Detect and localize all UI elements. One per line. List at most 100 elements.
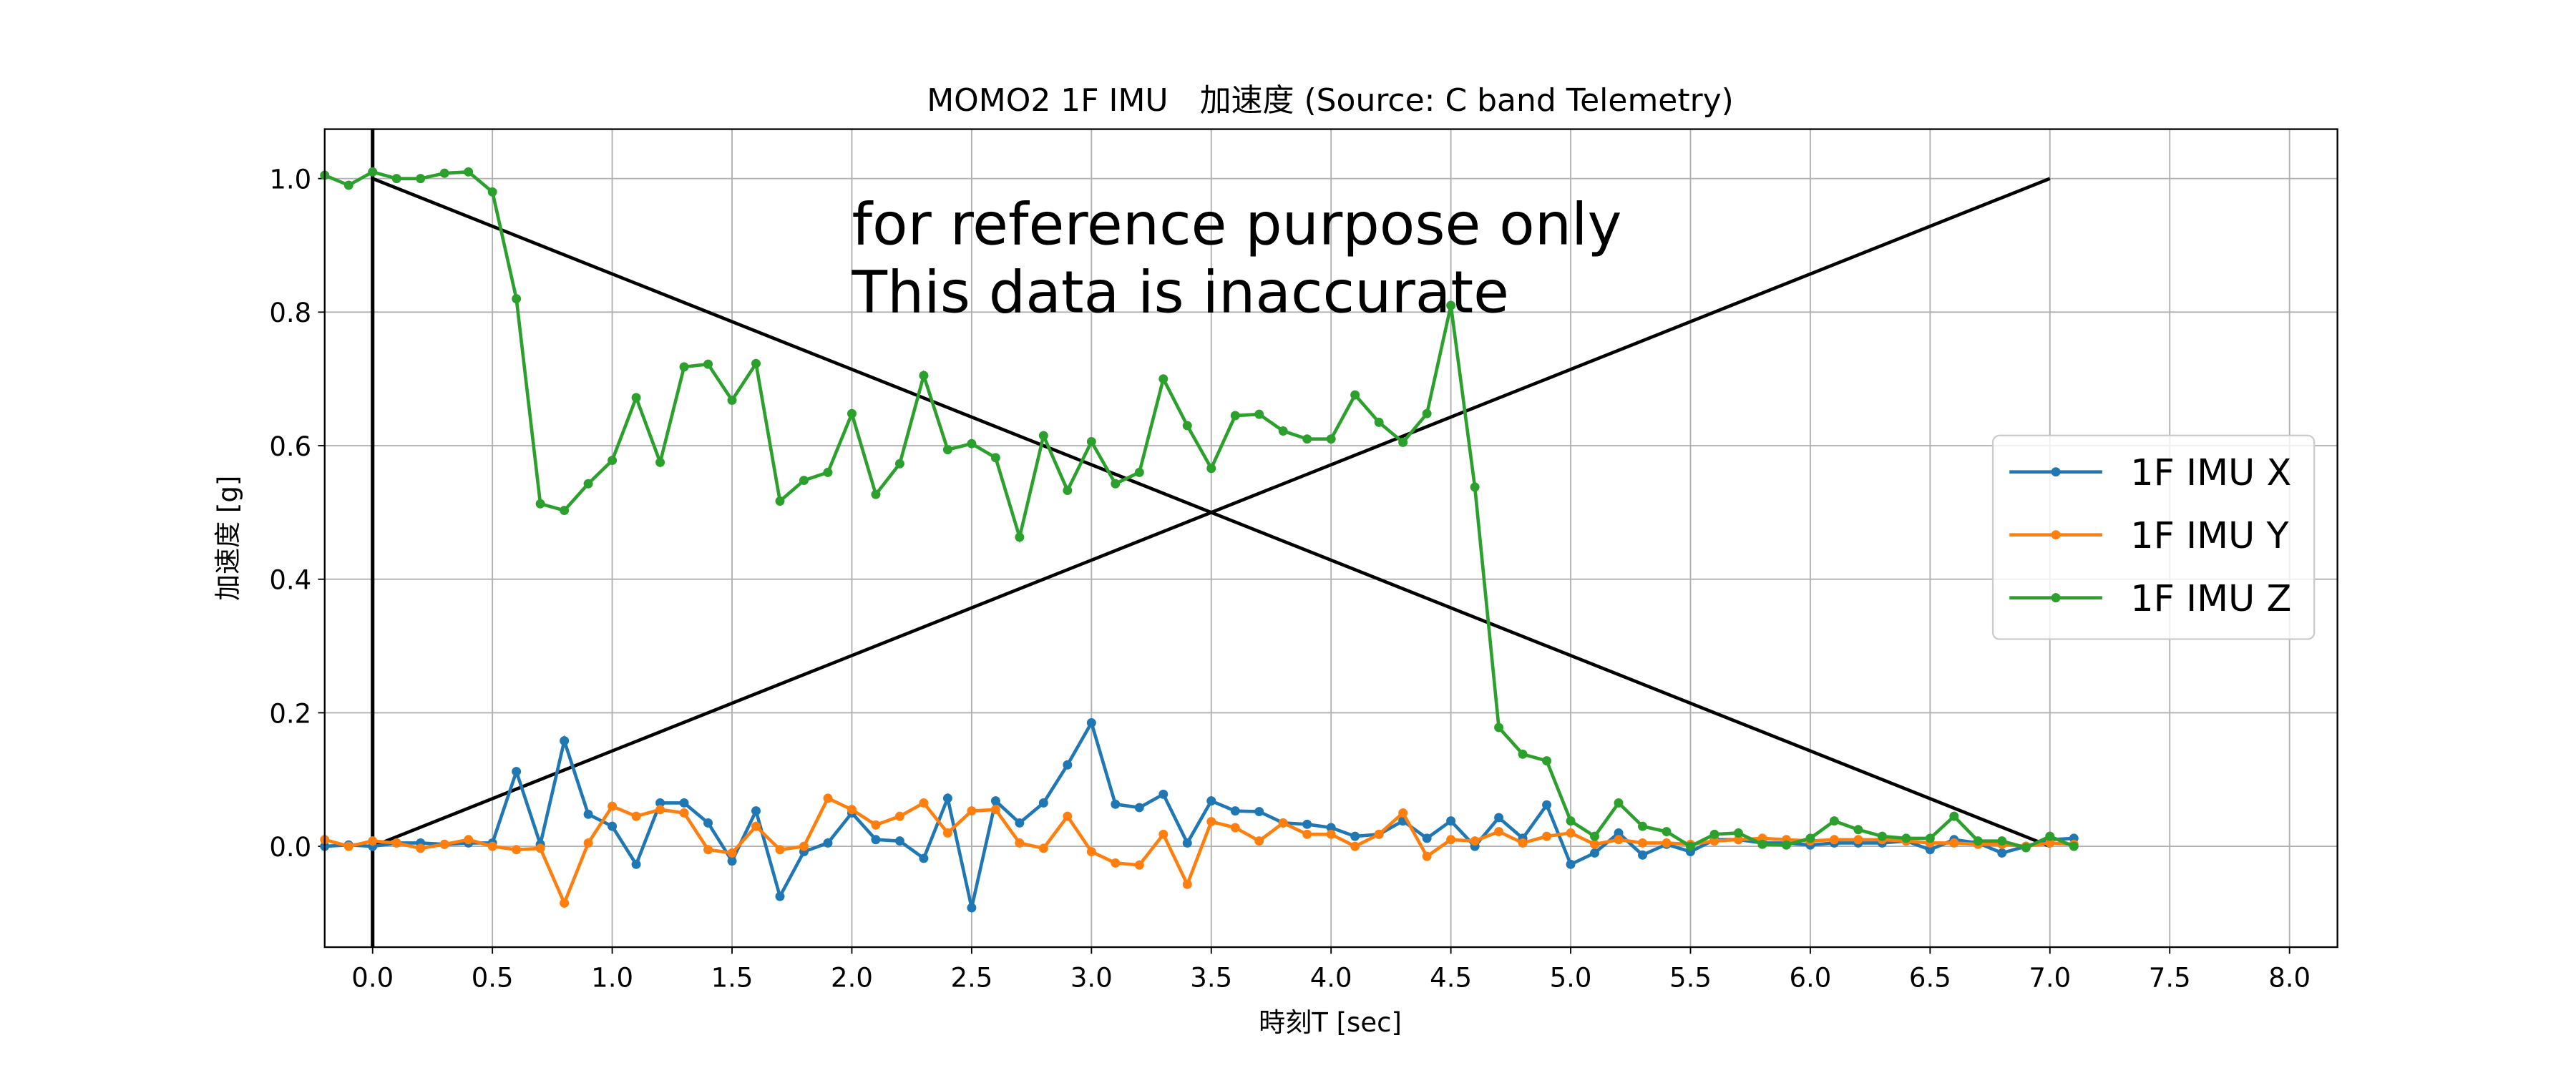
series-marker bbox=[2021, 843, 2031, 853]
series-marker bbox=[1542, 800, 1552, 810]
series-marker bbox=[1038, 798, 1048, 808]
series-marker bbox=[631, 811, 641, 821]
plot-frame bbox=[323, 128, 2338, 949]
series-marker bbox=[655, 805, 665, 815]
series-marker bbox=[727, 856, 737, 866]
series-marker bbox=[823, 467, 833, 477]
series-marker bbox=[1015, 838, 1025, 848]
series-marker bbox=[1590, 848, 1600, 858]
series-marker bbox=[1901, 833, 1911, 843]
series-marker bbox=[1038, 843, 1048, 853]
series-marker bbox=[1949, 811, 1959, 821]
series-marker bbox=[775, 891, 785, 901]
series-marker bbox=[1494, 813, 1504, 823]
series-marker bbox=[1638, 838, 1647, 848]
series-marker bbox=[391, 174, 401, 184]
series-marker bbox=[1973, 836, 1983, 846]
series-marker bbox=[1614, 835, 1624, 845]
series-marker bbox=[2045, 838, 2055, 848]
series-marker bbox=[1398, 437, 1408, 447]
series-marker bbox=[439, 839, 449, 849]
series-marker bbox=[1925, 833, 1935, 843]
series-marker bbox=[1662, 838, 1672, 848]
series-marker bbox=[1086, 436, 1096, 446]
y-tick-label: 0.8 bbox=[269, 298, 311, 328]
series-marker bbox=[1015, 532, 1025, 542]
series-marker bbox=[631, 859, 641, 869]
series-marker bbox=[894, 836, 904, 846]
series-marker bbox=[1038, 431, 1048, 441]
series-marker bbox=[1494, 827, 1504, 837]
annotation: for reference purpose only bbox=[852, 191, 1621, 258]
series-marker bbox=[1638, 850, 1647, 860]
series-marker bbox=[560, 898, 570, 908]
series-marker bbox=[942, 793, 952, 803]
series-marker bbox=[416, 174, 426, 184]
series-marker bbox=[799, 476, 809, 486]
series-marker bbox=[1350, 841, 1360, 851]
series-marker bbox=[535, 843, 545, 853]
series-marker bbox=[391, 838, 401, 848]
series-marker bbox=[1158, 374, 1169, 384]
series-marker bbox=[1997, 836, 2007, 846]
series-marker bbox=[368, 836, 378, 846]
series-marker bbox=[1350, 390, 1360, 400]
series-marker bbox=[583, 479, 593, 489]
series-marker bbox=[1853, 825, 1863, 835]
series-marker bbox=[1686, 841, 1695, 851]
series-marker bbox=[487, 841, 497, 851]
series-marker bbox=[1590, 839, 1600, 849]
series-marker bbox=[1638, 821, 1647, 831]
series-marker bbox=[1086, 847, 1096, 857]
series-marker bbox=[655, 457, 665, 467]
series-marker bbox=[823, 838, 833, 848]
series-marker bbox=[1925, 845, 1935, 855]
series-marker bbox=[871, 835, 881, 845]
reference-line bbox=[371, 177, 2051, 848]
chart-title: MOMO2 1F IMU 加速度 (Source: C band Telemet… bbox=[927, 82, 1734, 119]
series-marker bbox=[1446, 816, 1456, 826]
x-tick-label: 8.0 bbox=[2268, 963, 2311, 994]
series-marker bbox=[1182, 421, 1192, 431]
series-marker bbox=[1949, 838, 1959, 848]
series-marker bbox=[1182, 838, 1192, 848]
series-marker bbox=[1015, 818, 1025, 828]
series-marker bbox=[703, 359, 713, 369]
series-marker bbox=[1278, 426, 1288, 436]
legend-marker bbox=[2051, 530, 2061, 540]
series-marker bbox=[1134, 860, 1144, 870]
series-marker bbox=[727, 848, 737, 858]
x-tick-label: 4.5 bbox=[1430, 963, 1472, 994]
series-marker bbox=[1829, 835, 1839, 845]
series-marker bbox=[1997, 848, 2007, 858]
series-marker bbox=[1326, 823, 1336, 833]
series-marker bbox=[919, 853, 929, 863]
legend-box bbox=[1991, 434, 2316, 640]
series-marker bbox=[1662, 827, 1672, 837]
series-marker bbox=[1805, 833, 1815, 843]
series-marker bbox=[1111, 858, 1121, 868]
series-marker bbox=[990, 805, 1000, 815]
series-marker bbox=[343, 841, 353, 851]
series-marker bbox=[1566, 859, 1576, 869]
legend-label: 1F IMU X bbox=[2130, 452, 2291, 494]
series-marker bbox=[1254, 807, 1264, 817]
series-marker bbox=[1853, 835, 1863, 845]
series-marker bbox=[727, 396, 737, 406]
series-marker bbox=[2045, 831, 2055, 841]
series-marker bbox=[1446, 835, 1456, 845]
series-marker bbox=[1230, 806, 1240, 816]
series-marker bbox=[1158, 829, 1169, 839]
series-marker bbox=[1566, 828, 1576, 838]
series-marker bbox=[679, 808, 689, 818]
series-marker bbox=[1086, 717, 1096, 727]
series-marker bbox=[1590, 831, 1600, 841]
series-marker bbox=[799, 841, 809, 851]
series-marker bbox=[1877, 831, 1887, 841]
series-marker bbox=[847, 408, 857, 418]
series-marker bbox=[608, 456, 618, 466]
x-tick-label: 2.5 bbox=[950, 963, 992, 994]
series-marker bbox=[942, 445, 952, 455]
